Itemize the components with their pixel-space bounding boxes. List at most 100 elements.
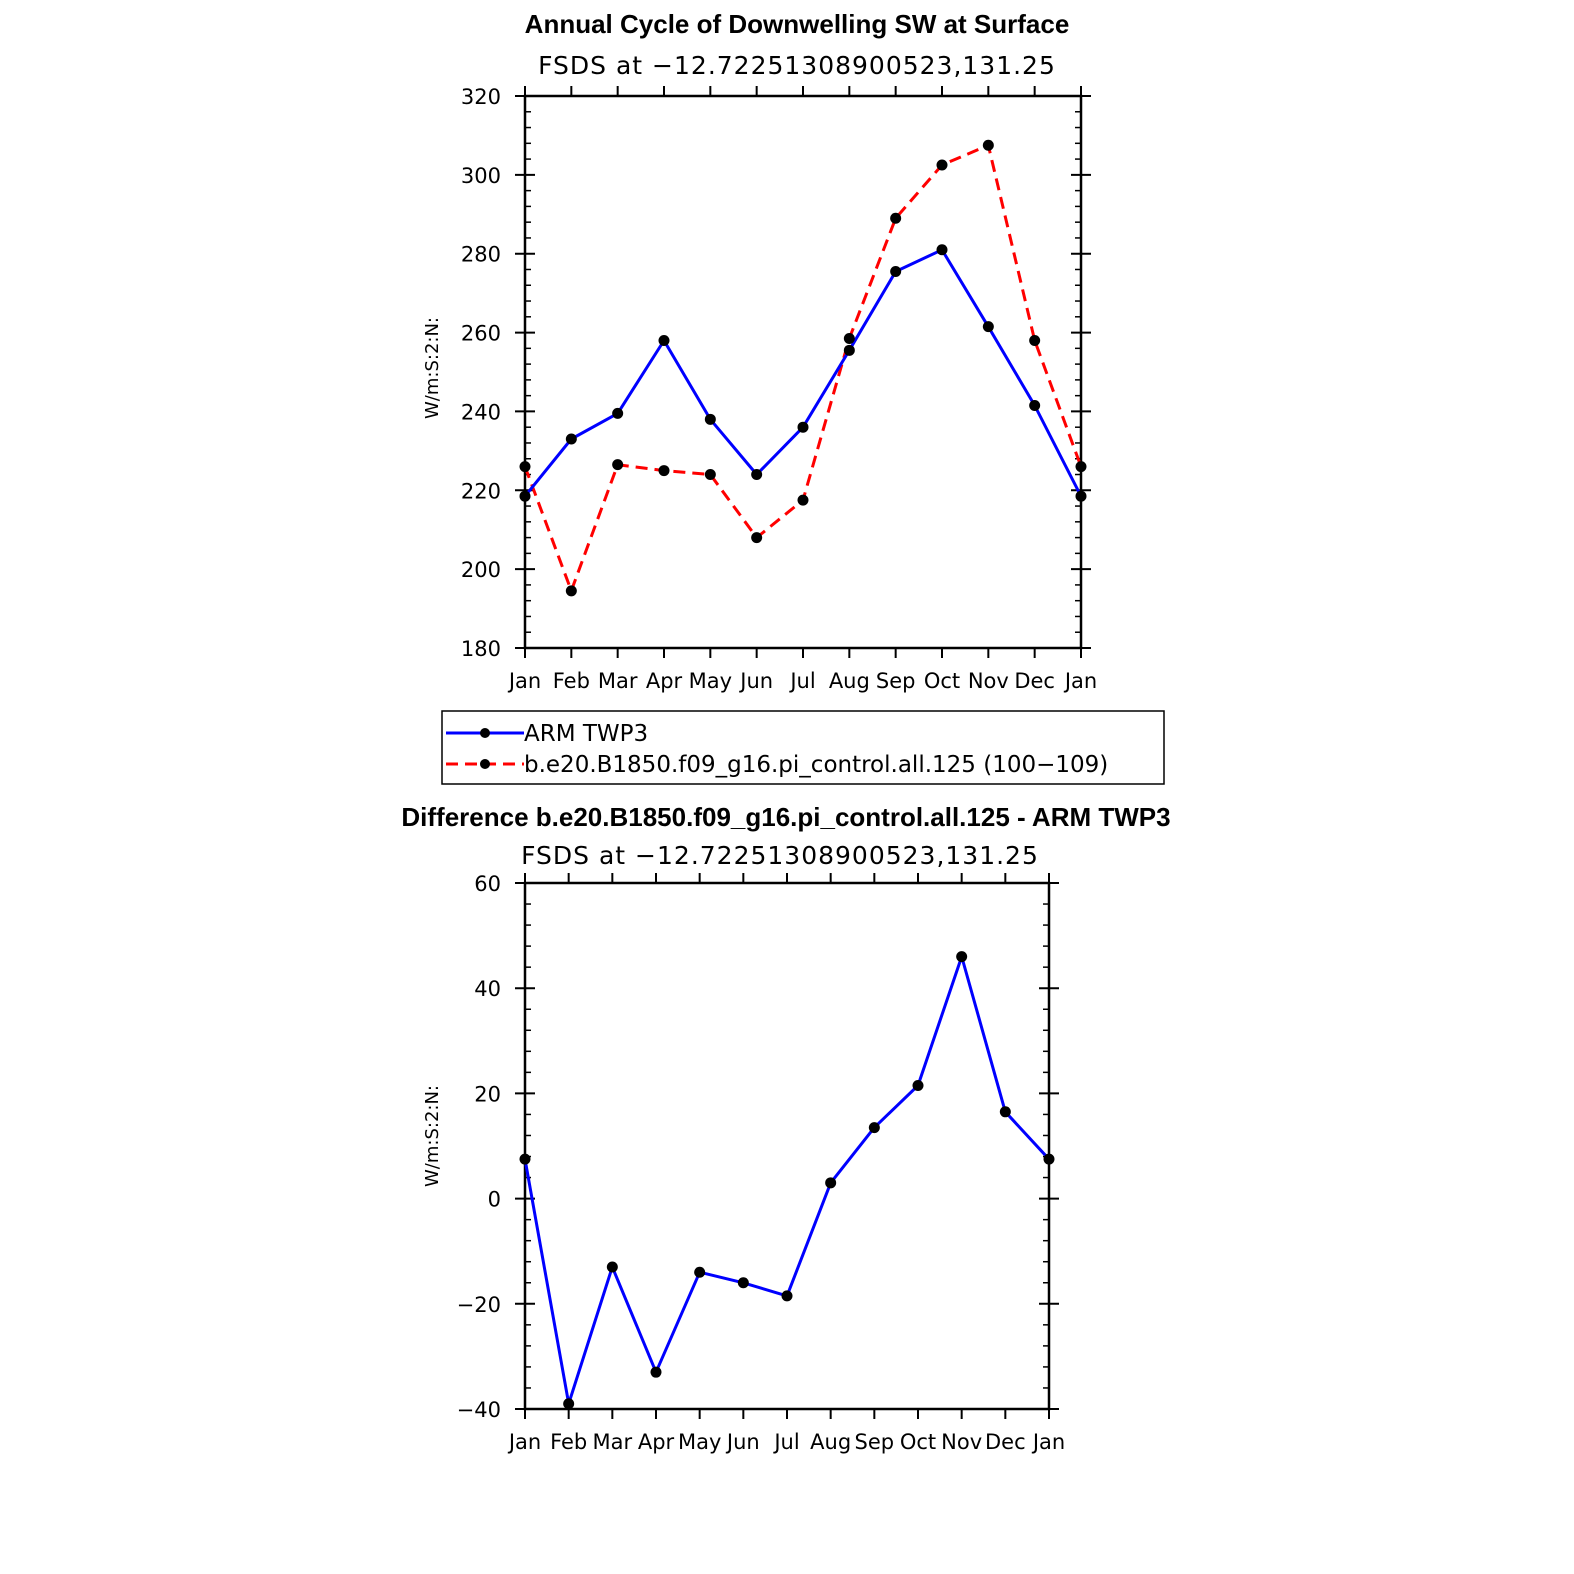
chart-subtitle: FSDS at −12.72251308900523,131.25 xyxy=(521,841,1039,870)
series-group xyxy=(519,139,1087,597)
x-tick-label: Dec xyxy=(1014,669,1055,693)
data-point xyxy=(1029,400,1041,412)
legend: ARM TWP3 b.e20.B1850.f09_g16.pi_control.… xyxy=(441,710,1165,785)
data-point xyxy=(1075,461,1087,473)
data-point xyxy=(999,1106,1011,1118)
data-point xyxy=(658,334,670,346)
data-point xyxy=(843,332,855,344)
chart-title: Annual Cycle of Downwelling SW at Surfac… xyxy=(525,9,1070,39)
y-tick-label: 60 xyxy=(474,872,501,896)
x-tick-label: Aug xyxy=(810,1430,851,1454)
data-point xyxy=(825,1177,837,1189)
x-tick-label: Nov xyxy=(968,669,1009,693)
data-point xyxy=(797,494,809,506)
y-tick-label: 0 xyxy=(488,1188,501,1212)
data-point xyxy=(694,1266,706,1278)
data-point xyxy=(519,1153,531,1165)
x-tick-label: Jun xyxy=(725,1430,760,1454)
y-tick-label: 300 xyxy=(461,164,501,188)
data-point xyxy=(868,1122,880,1134)
data-point xyxy=(563,1398,575,1410)
x-tick-label: Mar xyxy=(593,1430,633,1454)
x-tick-label: Apr xyxy=(638,1430,675,1454)
chart-difference: Difference b.e20.B1850.f09_g16.pi_contro… xyxy=(401,802,1170,1454)
x-tick-label: May xyxy=(678,1430,721,1454)
x-tick-label: Jan xyxy=(507,1430,541,1454)
x-tick-label: Sep xyxy=(855,1430,895,1454)
data-point xyxy=(890,265,902,277)
x-tick-label: Jan xyxy=(1031,1430,1065,1454)
x-tick-label: Jan xyxy=(507,669,541,693)
x-tick-label: Feb xyxy=(550,1430,587,1454)
data-point xyxy=(612,459,624,471)
data-point xyxy=(519,461,531,473)
y-tick-label: 240 xyxy=(461,400,501,424)
series-line xyxy=(523,248,1083,498)
data-point xyxy=(606,1261,618,1273)
data-point xyxy=(751,532,763,544)
data-point xyxy=(956,951,968,963)
x-tick-label: Dec xyxy=(985,1430,1026,1454)
y-tick-label: 220 xyxy=(461,479,501,503)
data-point xyxy=(704,469,716,481)
data-point xyxy=(1043,1153,1055,1165)
y-tick-label: 180 xyxy=(461,637,501,661)
data-point xyxy=(797,421,809,433)
x-tick-label: Oct xyxy=(924,669,960,693)
data-point xyxy=(982,139,994,151)
data-point xyxy=(890,212,902,224)
x-tick-label: Apr xyxy=(646,669,683,693)
y-tick-label: 40 xyxy=(474,977,501,1001)
data-point xyxy=(650,1366,662,1378)
x-tick-label: Feb xyxy=(553,669,590,693)
chart-annual-cycle: Annual Cycle of Downwelling SW at Surfac… xyxy=(422,9,1097,693)
plot-frame xyxy=(523,881,1051,1411)
x-tick-label: Nov xyxy=(941,1430,982,1454)
y-tick-label: 200 xyxy=(461,558,501,582)
x-tick-label: Sep xyxy=(876,669,916,693)
data-point xyxy=(936,159,948,171)
legend-box xyxy=(441,710,1165,785)
x-tick-label: Jun xyxy=(738,669,773,693)
y-axis-label: W/m:S:2:N: xyxy=(422,317,443,419)
x-tick-label: Oct xyxy=(900,1430,936,1454)
data-point xyxy=(519,490,531,502)
chart-subtitle: FSDS at −12.72251308900523,131.25 xyxy=(538,51,1056,80)
data-point xyxy=(1029,334,1041,346)
y-tick-label: 20 xyxy=(474,1082,501,1106)
data-point xyxy=(936,244,948,256)
data-point xyxy=(658,465,670,477)
x-tick-label: May xyxy=(689,669,732,693)
y-tick-label: 260 xyxy=(461,322,501,346)
data-point xyxy=(982,321,994,333)
series-line xyxy=(523,143,1083,593)
y-tick-label: 320 xyxy=(461,85,501,109)
legend-marker-model xyxy=(480,759,490,769)
data-point xyxy=(1075,490,1087,502)
series-group xyxy=(519,951,1055,1410)
x-tick-label: Jan xyxy=(1063,669,1097,693)
axes: Jan Feb Mar Apr May Jun Jul Aug Sep Oct Nov Dec Jan1… xyxy=(461,85,1097,693)
x-tick-label: Jul xyxy=(772,1430,799,1454)
x-tick-label: Jul xyxy=(788,669,815,693)
data-point xyxy=(612,407,624,419)
data-point xyxy=(704,413,716,425)
y-axis-label: W/m:S:2:N: xyxy=(422,1085,443,1187)
data-point xyxy=(737,1277,749,1289)
data-point xyxy=(843,344,855,356)
legend-marker-arm xyxy=(480,728,490,738)
legend-label-model: b.e20.B1850.f09_g16.pi_control.all.125 (… xyxy=(524,752,1108,778)
y-tick-label: 280 xyxy=(461,243,501,267)
series-line xyxy=(523,955,1051,1406)
data-point xyxy=(751,469,763,481)
x-tick-label: Aug xyxy=(829,669,870,693)
axes: Jan Feb Mar Apr May Jun Jul Aug Sep Oct Nov Dec Jan−… xyxy=(457,872,1066,1454)
legend-label-arm: ARM TWP3 xyxy=(524,721,648,747)
data-point xyxy=(781,1290,793,1302)
data-point xyxy=(565,585,577,597)
data-point xyxy=(912,1080,924,1092)
data-point xyxy=(565,433,577,445)
chart-title: Difference b.e20.B1850.f09_g16.pi_contro… xyxy=(401,802,1170,832)
y-tick-label: −20 xyxy=(457,1293,501,1317)
